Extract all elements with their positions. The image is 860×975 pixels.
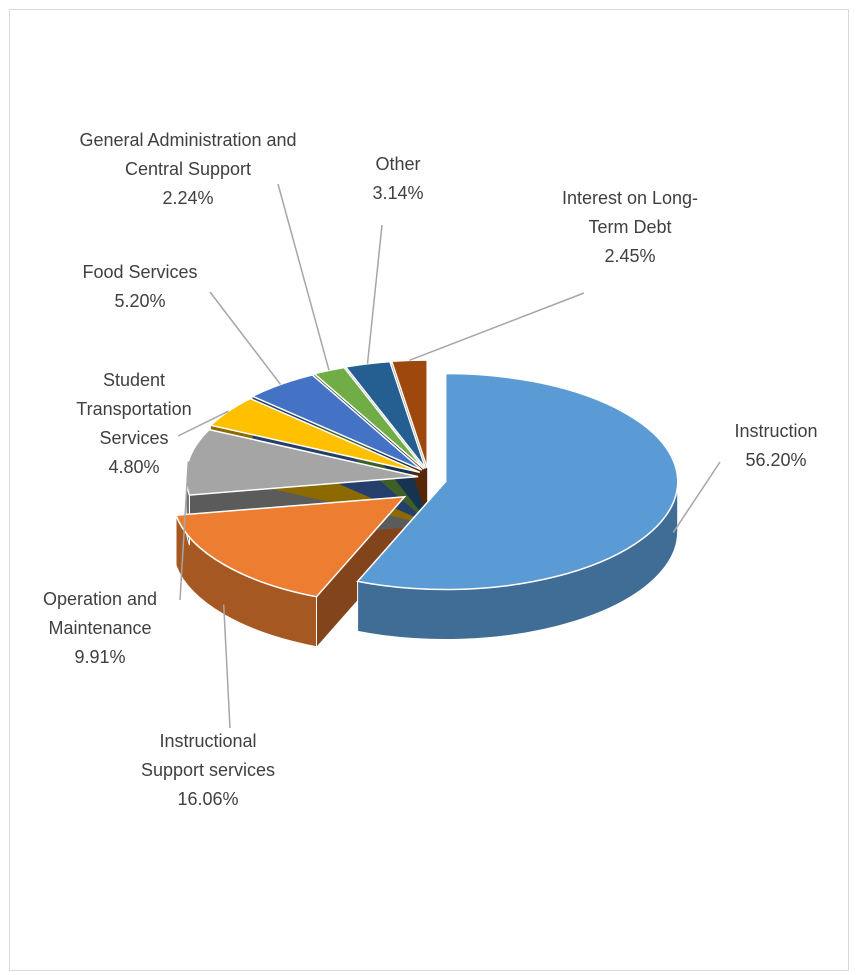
leader-line — [366, 224, 383, 364]
data-label: Instruction 56.20% — [701, 417, 851, 475]
leader-line — [222, 604, 231, 729]
leader-line — [177, 410, 229, 437]
value-label: 2.24% — [162, 188, 214, 208]
value-label: 5.20% — [114, 291, 166, 311]
slice — [209, 397, 421, 474]
data-label: Operation and Maintenance 9.91% — [10, 585, 190, 672]
slice — [250, 374, 423, 471]
leader-line — [277, 183, 330, 371]
category-label: Instructional Support services — [140, 731, 276, 780]
data-label: General Administration and Central Suppo… — [48, 126, 328, 213]
value-label: 9.91% — [74, 647, 126, 667]
leader-line — [409, 292, 585, 361]
slice — [312, 366, 425, 470]
category-label: General Administration and Central Suppo… — [79, 130, 297, 179]
data-label: Instructional Support services 16.06% — [128, 727, 288, 814]
leader-line — [179, 461, 190, 601]
data-label: Student Transportation Services 4.80% — [64, 366, 204, 482]
value-label: 56.20% — [745, 450, 807, 470]
category-label: Operation and Maintenance — [42, 589, 158, 638]
category-label: Student Transportation Services — [76, 370, 192, 448]
value-label: 3.14% — [372, 183, 424, 203]
slice — [356, 372, 679, 591]
slice — [344, 360, 427, 469]
slice — [390, 359, 428, 469]
category-label: Instruction — [734, 421, 818, 441]
value-label: 4.80% — [108, 457, 160, 477]
data-label: Other 3.14% — [348, 150, 448, 208]
category-label: Other — [375, 154, 421, 174]
chart-frame — [9, 9, 849, 971]
value-label: 2.45% — [604, 246, 656, 266]
category-label: Food Services — [82, 262, 198, 282]
data-label: Interest on Long-Term Debt 2.45% — [555, 184, 705, 271]
value-label: 16.06% — [177, 789, 239, 809]
slice — [174, 495, 407, 598]
leader-line — [672, 461, 721, 533]
leader-line — [209, 291, 282, 385]
data-label: Food Services 5.20% — [55, 258, 225, 316]
category-label: Interest on Long-Term Debt — [561, 188, 699, 237]
